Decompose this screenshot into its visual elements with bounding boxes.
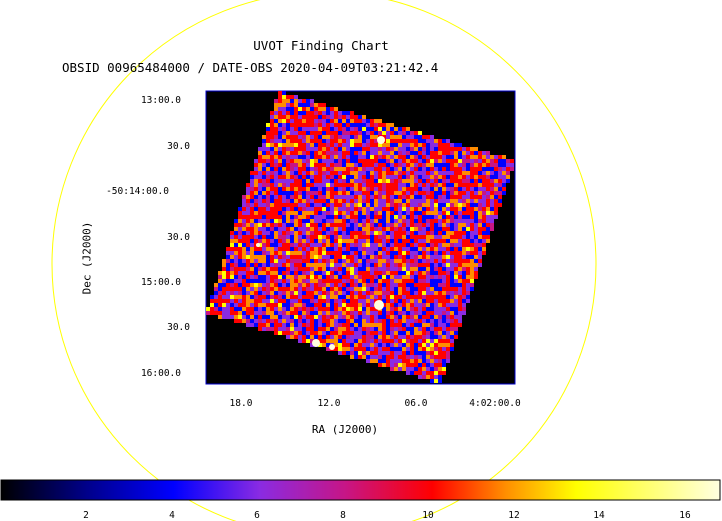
colorbar-tick-label: 8 (340, 510, 346, 521)
colorbar-tick-label: 10 (422, 510, 434, 521)
image-pixels (206, 91, 514, 383)
colorbar-tick-label: 2 (83, 510, 89, 521)
dec-tick-label: 16:00.0 (140, 368, 181, 379)
dec-tick-label: 30.0 (167, 232, 190, 243)
ra-tick-label: 4:02:00.0 (469, 398, 521, 409)
colorbar-tick-label: 0 (0, 510, 5, 521)
chart-title: UVOT Finding Chart (253, 38, 389, 53)
colorbar-tick-label: 14 (593, 510, 605, 521)
dec-tick-label: -50:14:00.0 (106, 186, 169, 197)
bright-source (329, 344, 335, 350)
colorbar-tick-label: 12 (508, 510, 520, 521)
ra-tick-label: 18.0 (229, 398, 253, 409)
ra-tick-label: 06.0 (404, 398, 428, 409)
colorbar-tick-label: 6 (254, 510, 260, 521)
colorbar-tick-label: 4 (169, 510, 175, 521)
dec-tick-label: 30.0 (167, 141, 190, 152)
y-axis-label: Dec (J2000) (80, 221, 94, 295)
bright-source (374, 300, 384, 310)
field-of-view-circle (51, 0, 597, 521)
bright-source (256, 243, 260, 247)
dec-tick-label: 15:00.0 (140, 277, 181, 288)
bright-source (377, 136, 385, 144)
x-axis-label: RA (J2000) (311, 423, 379, 436)
dec-tick-label: 30.0 (167, 322, 190, 333)
colorbar (0, 479, 721, 501)
dec-tick-label: 13:00.0 (140, 95, 181, 106)
bright-source (312, 339, 320, 347)
colorbar-tick-label: 16 (679, 510, 691, 521)
ra-tick-label: 12.0 (317, 398, 341, 409)
chart-subtitle: OBSID 00965484000 / DATE-OBS 2020-04-09T… (62, 60, 439, 75)
